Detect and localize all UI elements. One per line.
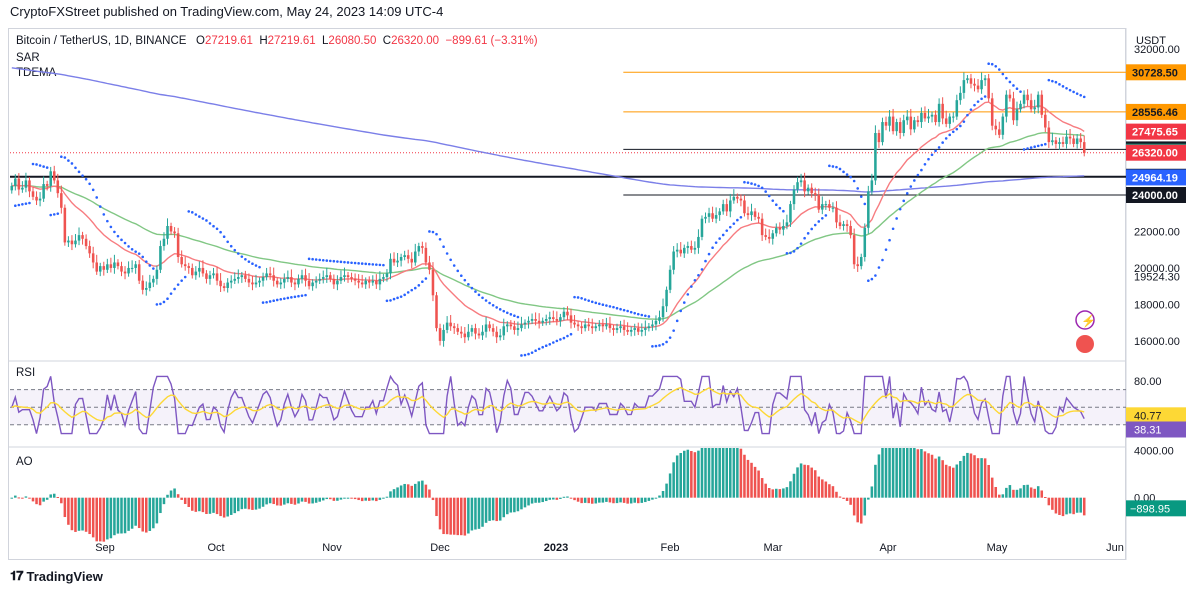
rsi-axis-tick: 80.00 xyxy=(1134,376,1162,388)
price-tag-bg xyxy=(1126,103,1186,120)
price-tag-label: 26320.00 xyxy=(1132,148,1178,160)
tradingview-logo-icon: 𝟏𝟕 xyxy=(10,568,24,583)
price-tag-label: 27475.65 xyxy=(1132,127,1178,139)
price-axis-tick: 22000.00 xyxy=(1134,226,1180,238)
price-tag-bg xyxy=(1126,143,1186,160)
price-tag-bg xyxy=(1126,168,1186,185)
indicator-sar-label[interactable]: SAR xyxy=(16,52,40,64)
price-axis-tick: 20000.00 xyxy=(1134,263,1180,275)
price-tag-label: 25000.00 xyxy=(1132,172,1178,184)
price-tag-bg xyxy=(1126,187,1186,203)
high-label: H xyxy=(259,35,268,47)
price-tag-label: 24964.19 xyxy=(1132,172,1178,184)
symbol-name[interactable]: Bitcoin / TetherUS, 1D, BINANCE xyxy=(16,35,187,47)
price-axis-tick: 16000.00 xyxy=(1134,336,1180,348)
symbol-info-line: Bitcoin / TetherUS, 1D, BINANCE O27219.6… xyxy=(16,35,538,47)
price-tag-label: 24000.00 xyxy=(1132,190,1178,202)
footer-brand-text: TradingView xyxy=(26,568,103,584)
ao-axis-tick: 0.00 xyxy=(1134,493,1155,505)
low-value: 26080.50 xyxy=(328,35,377,47)
indicator-tdema-label[interactable]: TDEMA xyxy=(16,67,57,79)
price-tag-label: 26374.56 xyxy=(1132,147,1178,159)
published-header: CryptoFXStreet published on TradingView.… xyxy=(10,4,444,19)
close-value: 26320.00 xyxy=(391,35,440,47)
rsi-tag-label: 40.77 xyxy=(1134,410,1162,422)
open-label: O xyxy=(196,35,205,47)
ao-tag-bg xyxy=(1126,500,1186,517)
price-tag-label: 30728.50 xyxy=(1132,67,1178,79)
price-tag-label: 26500.00 xyxy=(1132,144,1178,156)
low-label: L xyxy=(322,35,329,47)
close-label: C xyxy=(382,35,392,47)
price-tag-bg xyxy=(1126,141,1186,158)
open-value: 27219.61 xyxy=(204,35,253,47)
chart-frame xyxy=(8,28,1126,560)
price-axis-tick: 18000.00 xyxy=(1134,299,1180,311)
price-tag-bg xyxy=(1126,144,1186,161)
price-tag-bg xyxy=(1126,123,1186,140)
high-value: 27219.61 xyxy=(267,35,316,47)
rsi-tag-bg xyxy=(1126,421,1186,438)
footer-brand: 𝟏𝟕 TradingView xyxy=(10,568,103,584)
price-axis-unit: USDT xyxy=(1136,35,1166,47)
rsi-tag-bg xyxy=(1126,407,1186,424)
change-value: −899.61 (−3.31%) xyxy=(445,35,538,47)
ao-tag-label: −898.95 xyxy=(1130,503,1170,515)
price-tag-bg xyxy=(1126,169,1186,186)
price-tag-bg xyxy=(1126,64,1186,81)
rsi-tag-label: 38.31 xyxy=(1134,424,1162,436)
ao-pane-label[interactable]: AO xyxy=(16,456,33,468)
price-tag-label: 28556.46 xyxy=(1132,107,1178,119)
rsi-pane-label[interactable]: RSI xyxy=(16,367,36,379)
ao-axis-tick: 4000.00 xyxy=(1134,445,1174,457)
price-axis-tick: 19524.30 xyxy=(1134,272,1180,284)
